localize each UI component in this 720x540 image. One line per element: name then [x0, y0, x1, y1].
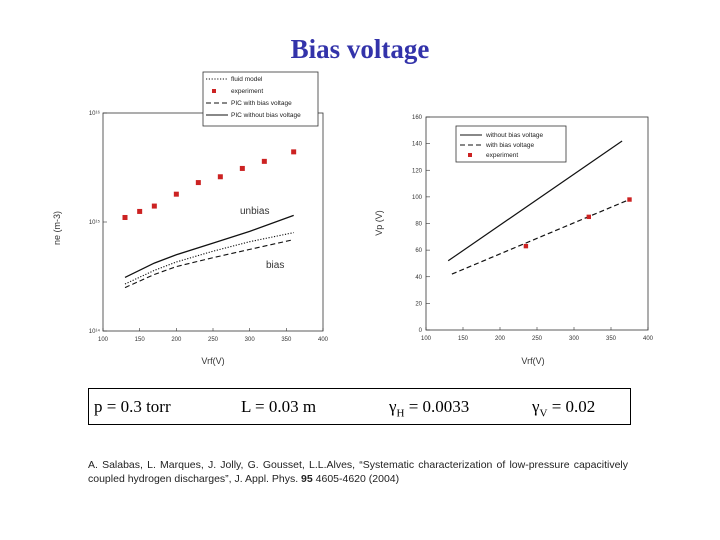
density-experiment-point: [195, 180, 201, 186]
density-x-tick-label: 200: [171, 337, 182, 343]
potential-y-tick-label: 160: [412, 115, 423, 121]
potential-experiment-point: [627, 197, 632, 202]
gamma-v-symbol: γ: [532, 397, 540, 416]
density-x-tick-label: 300: [245, 337, 256, 343]
potential-experiment-point: [523, 243, 529, 249]
density-y-tick-label: 10¹⁶: [89, 110, 101, 117]
density-x-axis-label: Vrf(V): [201, 356, 224, 366]
potential-x-tick-label: 150: [458, 336, 469, 342]
density-x-tick-label: 100: [98, 337, 109, 343]
density-legend-entry: PIC without bias voltage: [231, 112, 301, 119]
potential-x-axis-label: Vrf(V): [521, 356, 544, 366]
bias-annotation: bias: [266, 260, 284, 271]
density-x-tick-label: 150: [135, 337, 146, 343]
density-legend-entry: PIC with bias voltage: [231, 100, 292, 107]
density-y-tick-label: 10¹⁵: [89, 219, 101, 226]
gamma-h-symbol: γ: [389, 397, 397, 416]
potential-y-tick-label: 0: [419, 328, 423, 334]
gamma-h-subscript: H: [396, 407, 405, 420]
density-experiment-point: [151, 203, 157, 209]
density-pic-with-bias-voltage-line: [124, 239, 294, 289]
potential-y-tick-label: 80: [415, 222, 422, 228]
potential-legend-entry: experiment: [486, 152, 518, 159]
unbias-annotation: unbias: [240, 206, 269, 217]
potential-y-tick-label: 40: [415, 275, 422, 281]
density-legend: fluid model experiment PIC with bias volta…: [202, 71, 319, 127]
density-experiment-point: [291, 149, 297, 155]
potential-legend-entry: with bias voltage: [485, 142, 534, 149]
density-plot-frame: [102, 112, 324, 332]
citation-volume: 95: [301, 473, 313, 485]
potential-experiment-point: [586, 214, 591, 220]
potential-with-bias-voltage-line: [451, 198, 630, 275]
density-legend-marker: [212, 89, 216, 93]
gamma-h-param: γH = 0.0033: [389, 397, 469, 419]
potential-y-axis-label: Vp (V): [374, 210, 384, 236]
gamma-h-value: = 0.0033: [404, 397, 470, 416]
gamma-v-param: γV = 0.02: [532, 397, 595, 419]
potential-legend: without bias voltage with bias voltage exp…: [455, 125, 567, 163]
potential-x-tick-label: 350: [606, 336, 617, 342]
density-chart: 100 150 200 250 300 350 400 10¹⁴ 10¹⁵ 10¹⁶ unbia…: [52, 71, 329, 366]
potential-y-tick-label: 120: [412, 168, 423, 174]
density-y-tick-label: 10¹⁴: [89, 328, 101, 335]
density-x-tick-label: 350: [281, 337, 292, 343]
gamma-v-subscript: V: [539, 407, 548, 420]
slide-title: Bias voltage: [290, 34, 430, 64]
gamma-v-value: = 0.02: [547, 397, 596, 416]
density-y-axis-label: ne (m-3): [52, 211, 62, 245]
potential-x-tick-label: 300: [569, 336, 580, 342]
density-experiment-point: [173, 191, 179, 197]
density-experiment-point: [122, 214, 128, 220]
parameters-box: p = 0.3 torr L = 0.03 m γH = 0.0033 γV =…: [88, 388, 631, 425]
density-experiment-point: [137, 208, 143, 214]
potential-y-tick-label: 140: [412, 142, 423, 148]
pressure-param: p = 0.3 torr: [94, 397, 171, 416]
plasma-potential-chart: 100 150 200 250 300 350 400 0 20 40 60 80 100 120 140…: [374, 115, 654, 366]
potential-y-tick-label: 100: [412, 195, 423, 201]
density-experiment-point: [217, 174, 223, 180]
citation-text: A. Salabas, L. Marques, J. Jolly, G. Gou…: [88, 459, 628, 485]
density-experiment-point: [261, 158, 267, 164]
density-x-tick-label: 250: [208, 337, 219, 343]
potential-x-tick-label: 250: [532, 336, 543, 342]
gap-length-param: L = 0.03 m: [241, 397, 317, 416]
potential-y-tick-label: 60: [415, 248, 422, 254]
potential-y-tick-label: 20: [415, 301, 422, 307]
citation-pages: 4605-4620 (2004): [312, 473, 400, 485]
density-experiment-point: [239, 165, 245, 171]
potential-x-tick-label: 200: [495, 336, 506, 342]
potential-without-bias-voltage-line: [447, 140, 623, 262]
citation: A. Salabas, L. Marques, J. Jolly, G. Gou…: [88, 458, 628, 486]
density-legend-entry: experiment: [231, 88, 263, 95]
density-x-tick-label: 400: [318, 337, 329, 343]
potential-legend-marker: [468, 153, 472, 157]
density-pic-without-bias-voltage-line: [124, 214, 294, 278]
density-legend-entry: fluid model: [231, 76, 263, 83]
potential-x-tick-label: 100: [421, 336, 432, 342]
potential-x-tick-label: 400: [643, 336, 654, 342]
potential-legend-entry: without bias voltage: [485, 132, 543, 139]
